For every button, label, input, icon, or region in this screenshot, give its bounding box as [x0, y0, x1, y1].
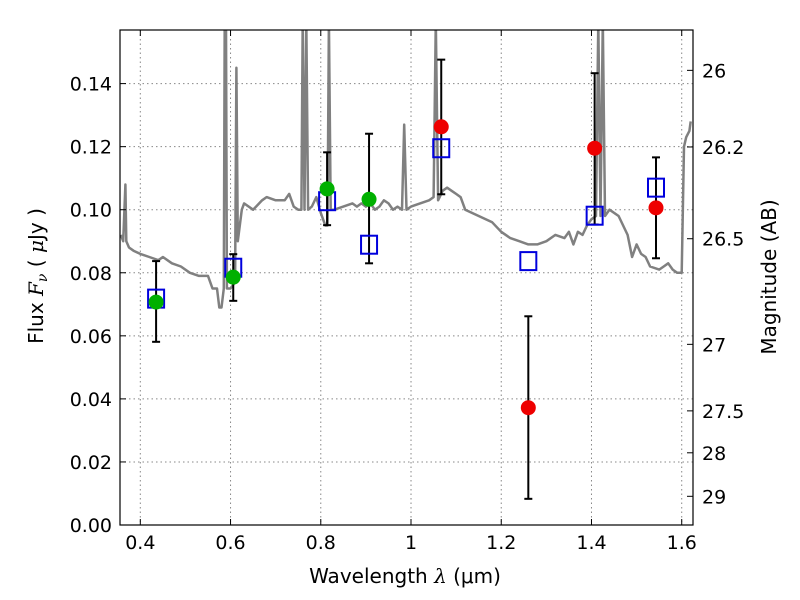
plot-frame	[119, 29, 694, 526]
red-circle-marker	[520, 400, 536, 416]
right-tick-label: 27	[702, 334, 726, 356]
y-axis-label-text: Flux	[24, 296, 48, 344]
red-circle-marker	[587, 140, 603, 156]
right-axis-label: Magnitude (AB)	[757, 199, 781, 354]
model-sed-layer	[120, 30, 692, 309]
x-tick-label: 1	[405, 532, 417, 554]
right-tick-label: 27.5	[702, 401, 744, 423]
circles-layer	[148, 119, 664, 416]
right-tick-label: 28	[702, 443, 726, 465]
y-tick-label: 0.04	[70, 389, 112, 411]
green-circle-marker	[148, 294, 164, 310]
red-circle-marker	[648, 200, 664, 216]
y-axis-label-unit: Jy )	[24, 208, 48, 242]
blue-square-marker	[432, 138, 451, 159]
x-tick-label: 0.6	[215, 532, 245, 554]
y-axis-label-mu: μ	[24, 240, 48, 253]
right-tick-label: 26	[702, 60, 726, 82]
y-tick-label: 0.12	[70, 137, 112, 159]
x-tick-label: 0.8	[306, 532, 336, 554]
right-tick-label: 26.2	[702, 137, 744, 159]
right-tick-label: 29	[702, 486, 726, 508]
y-tick-label: 0.10	[70, 200, 112, 222]
blue-square-marker	[519, 251, 538, 272]
x-tick-label: 1.2	[486, 532, 516, 554]
model-sed-line	[120, 30, 692, 309]
y-tick-label: 0.14	[70, 74, 112, 96]
y-axis-label-open: (	[24, 253, 48, 274]
y-tick-label: 0.06	[70, 326, 112, 348]
y-tick-label: 0.08	[70, 263, 112, 285]
blue-square-marker	[585, 205, 604, 226]
grid	[120, 30, 693, 526]
right-tick-label: 26.5	[702, 229, 744, 251]
x-axis-label-text: Wavelength	[309, 564, 434, 588]
x-axis-label: Wavelength λ (μm)	[309, 564, 501, 588]
ticks	[120, 30, 693, 526]
red-circle-marker	[433, 119, 449, 135]
tick-labels: 0.4 0.6 0.8 1 1.2 1.4 1.6 0.00 0.02 0.04 0.06 0.08 0…	[70, 60, 745, 554]
x-tick-label: 1.6	[667, 532, 697, 554]
x-axis-label-symbol: λ	[433, 564, 447, 588]
x-tick-label: 1.4	[576, 532, 606, 554]
blue-square-marker	[360, 234, 379, 255]
x-tick-label: 0.4	[125, 532, 155, 554]
y-tick-label: 0.00	[70, 515, 112, 537]
x-axis-label-unit: (μm)	[447, 564, 501, 588]
green-circle-marker	[361, 191, 377, 207]
y-axis-label-symbol: F	[24, 281, 48, 297]
y-axis-label: Flux Fν ( μJy )	[24, 208, 51, 344]
green-circle-marker	[319, 181, 335, 197]
y-tick-label: 0.02	[70, 452, 112, 474]
y-axis-label-subscript: ν	[35, 273, 51, 282]
green-circle-marker	[225, 269, 241, 285]
blue-square-marker	[647, 177, 666, 198]
